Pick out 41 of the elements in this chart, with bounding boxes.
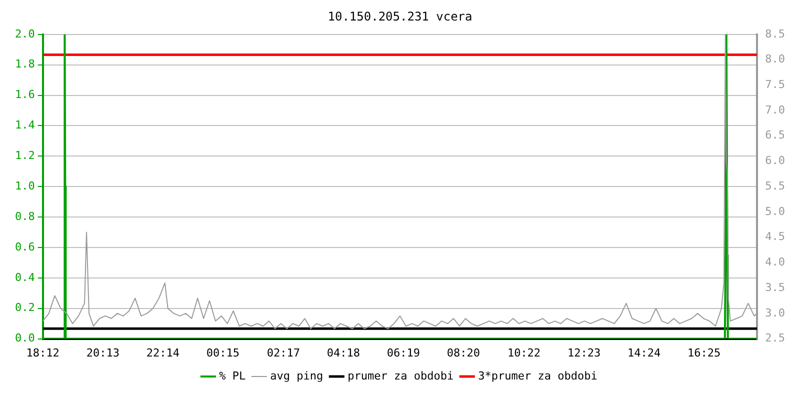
y-tick-label: 0.0 (14, 332, 35, 345)
y-tick-label: 2.0 (14, 27, 35, 40)
chart-title: 10.150.205.231 vcera (328, 9, 472, 24)
x-tick-label: 04:18 (326, 346, 360, 360)
x-tick-label: 00:15 (206, 346, 240, 360)
y-tick-label: 0.6 (14, 240, 35, 254)
legend-label: 3*prumer za obdobi (478, 369, 598, 382)
y-tick-label: 1.6 (14, 88, 35, 102)
y-tick-label: 1.2 (14, 149, 35, 162)
x-tick-label: 14:24 (627, 346, 661, 360)
x-tick-label: 06:19 (386, 346, 420, 360)
y-tick-label: 0.8 (14, 210, 35, 223)
x-tick-label: 02:17 (266, 346, 300, 360)
y2-tick-label: 4.5 (765, 230, 786, 244)
x-tick-label: 16:25 (687, 346, 721, 360)
y2-tick-label: 3.0 (765, 306, 786, 320)
y2-tick-label: 7.0 (765, 103, 786, 116)
y2-tick-label: 5.0 (765, 204, 786, 218)
y-tick-label: 0.4 (14, 270, 36, 284)
y-tick-label: 0.2 (14, 301, 35, 314)
y2-tick-label: 6.0 (765, 154, 786, 168)
y-tick-label: 1.0 (14, 179, 35, 192)
x-tick-label: 10:22 (507, 346, 541, 360)
y-tick-label: 1.4 (14, 118, 36, 132)
x-tick-label: 22:14 (146, 346, 180, 360)
y-tick-label: 1.8 (14, 58, 35, 71)
x-tick-label: 08:20 (446, 346, 480, 360)
x-tick-label: 12:23 (567, 346, 601, 360)
y2-tick-label: 4.0 (765, 256, 786, 269)
y2-tick-label: 7.5 (765, 78, 786, 91)
x-tick-label: 20:13 (86, 346, 120, 360)
x-tick-label: 18:12 (26, 346, 60, 360)
y2-tick-label: 8.5 (765, 27, 786, 40)
y2-tick-label: 5.5 (765, 179, 786, 192)
y2-tick-label: 3.5 (765, 280, 786, 294)
y2-tick-label: 8.0 (765, 52, 786, 66)
legend-label: prumer za obdobi (348, 369, 454, 382)
y2-tick-label: 2.5 (765, 332, 786, 345)
legend-label: % PL (219, 369, 246, 382)
y2-tick-label: 6.5 (765, 128, 786, 142)
legend-label: avg ping (270, 369, 324, 382)
